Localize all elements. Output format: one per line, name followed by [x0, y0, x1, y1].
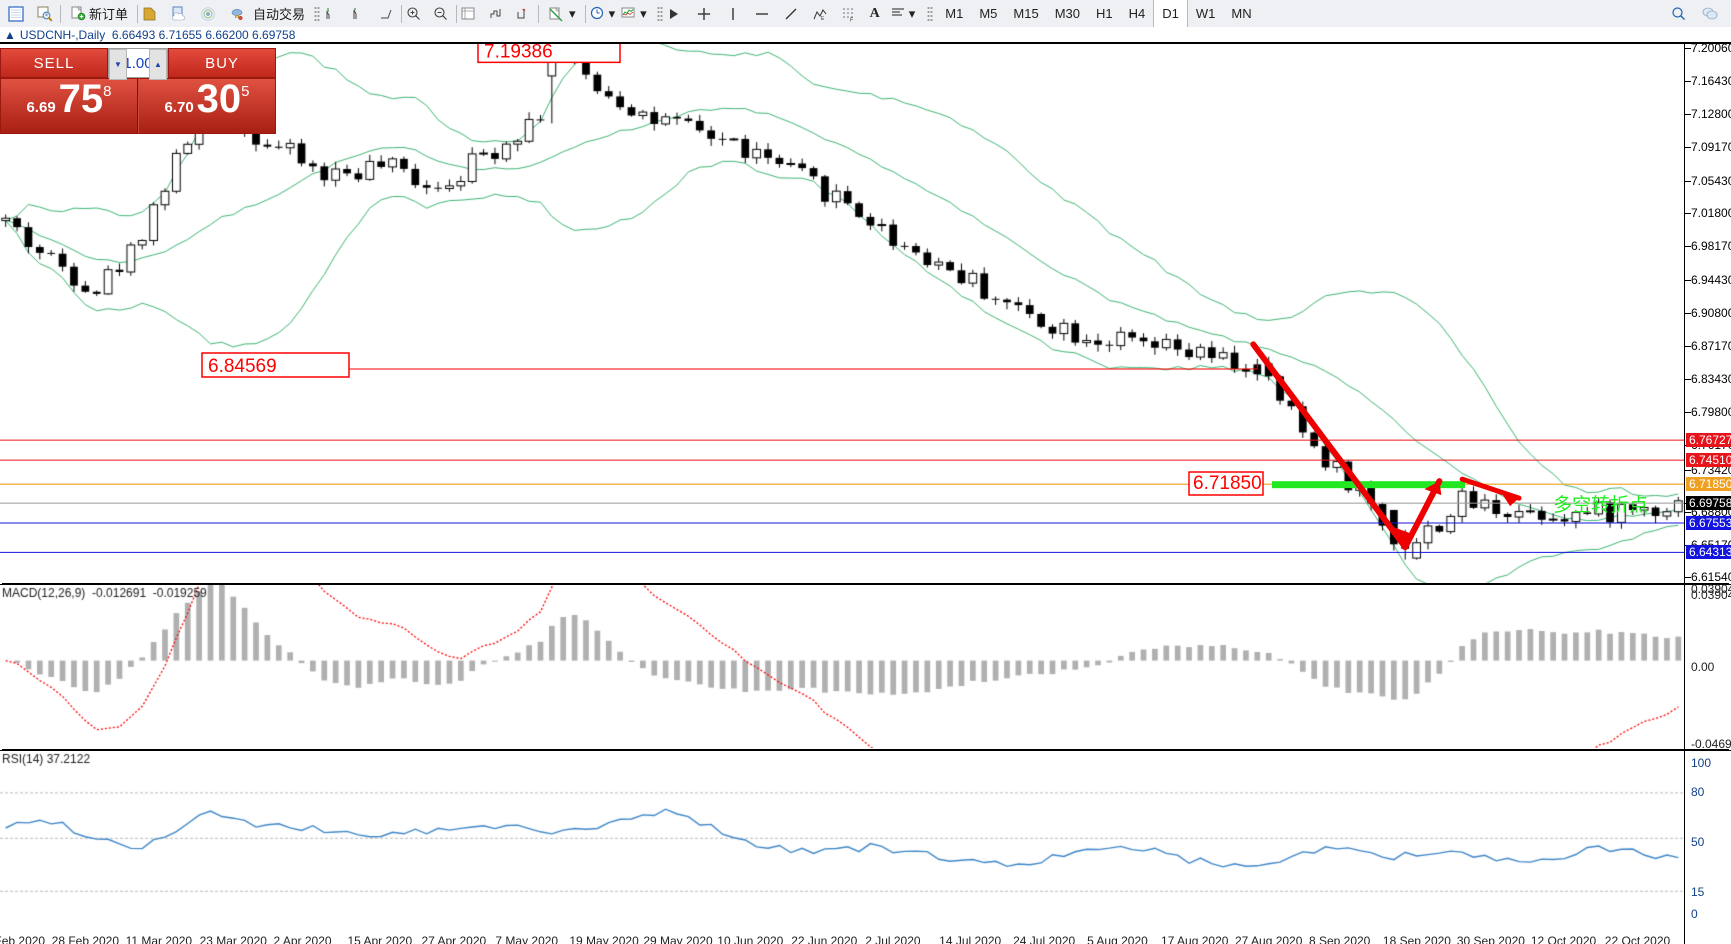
- svg-text:E: E: [821, 16, 825, 22]
- svg-text:F: F: [850, 17, 853, 22]
